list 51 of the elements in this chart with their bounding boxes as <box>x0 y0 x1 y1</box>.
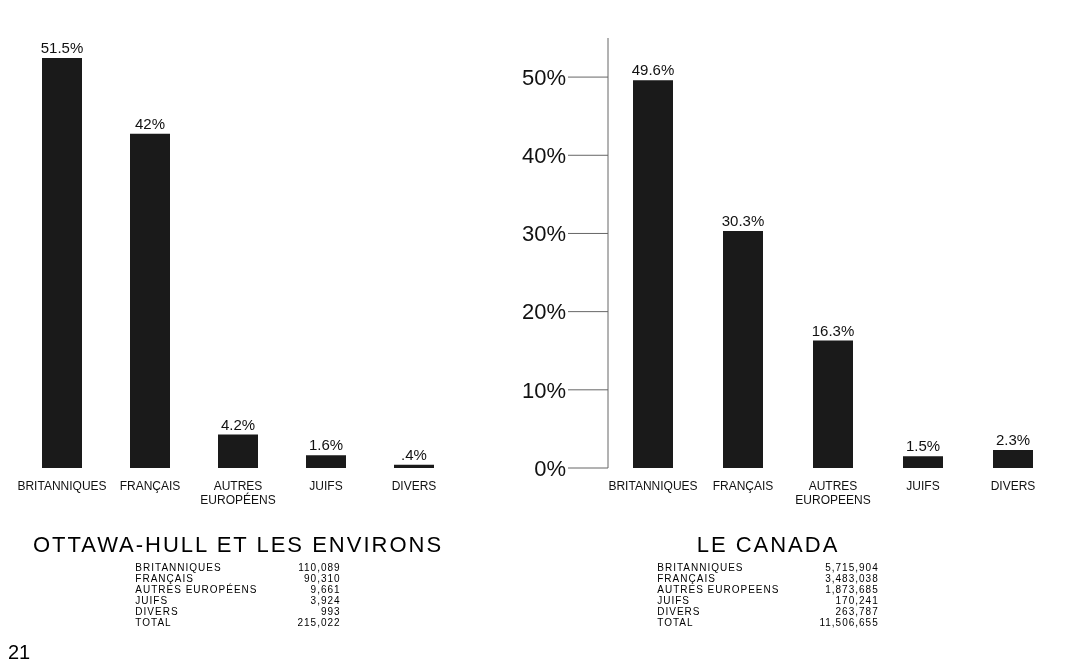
text: TOTAL 215,022 <box>135 617 341 628</box>
text: DIVERS 263,787 <box>657 606 879 617</box>
data-label: 2.3% <box>995 431 1031 449</box>
y-tick-label: 20% <box>521 299 566 325</box>
data-label: 1.6% <box>308 436 344 454</box>
data-label: 16.3% <box>811 321 855 339</box>
x-tick-label: AUTRES EUROPÉENS <box>200 479 276 507</box>
y-tick-label: 10% <box>521 377 566 403</box>
text: OTTAWA-HULL ET LES ENVIRONS <box>31 532 445 558</box>
x-tick-label: JUIFS <box>906 479 940 493</box>
x-tick-label: FRANÇAIS <box>119 479 181 493</box>
text: BRITANNIQUES 110,089 <box>135 562 341 573</box>
y-tick-label: 50% <box>521 64 566 90</box>
text: FRANÇAIS 90,310 <box>135 573 341 584</box>
data-label: 1.5% <box>905 437 941 455</box>
bar <box>306 455 346 468</box>
y-tick-label: 40% <box>521 143 566 169</box>
x-tick-label: JUIFS <box>309 479 343 493</box>
text: 21 <box>8 641 31 664</box>
text: AUTRES EUROPÉENS 9,661 <box>135 584 341 595</box>
x-tick-label: FRANÇAIS <box>712 479 774 493</box>
x-tick-label: DIVERS <box>990 479 1036 493</box>
x-tick-label: BRITANNIQUES <box>17 479 107 493</box>
bar <box>813 340 853 468</box>
bar <box>130 133 170 468</box>
text: FRANÇAIS 3,483,038 <box>657 573 879 584</box>
data-label: 42% <box>134 114 166 132</box>
text: JUIFS 3,924 <box>135 595 341 606</box>
bar <box>42 58 82 468</box>
bar <box>903 456 943 468</box>
text: JUIFS 170,241 <box>657 595 879 606</box>
data-label: 30.3% <box>721 212 765 230</box>
data-label: 49.6% <box>631 61 675 79</box>
x-tick-label: AUTRES EUROPEENS <box>795 479 871 507</box>
text: AUTRES EUROPEENS 1,873,685 <box>657 584 879 595</box>
x-tick-label: BRITANNIQUES <box>608 479 698 493</box>
bar <box>723 231 763 468</box>
bar <box>633 80 673 468</box>
data-label: .4% <box>401 445 427 463</box>
text: DIVERS 993 <box>135 606 341 617</box>
text: TOTAL 11,506,655 <box>657 617 879 628</box>
x-tick-label: DIVERS <box>391 479 437 493</box>
bar <box>394 464 434 468</box>
y-tick-label: 0% <box>534 455 566 481</box>
bar <box>218 434 258 468</box>
data-label: 51.5% <box>40 39 84 56</box>
text: LE CANADA <box>695 532 841 558</box>
text: BRITANNIQUES 5,715,904 <box>657 562 879 573</box>
y-tick-label: 30% <box>521 221 566 247</box>
data-label: 4.2% <box>220 415 256 433</box>
bar <box>993 450 1033 468</box>
